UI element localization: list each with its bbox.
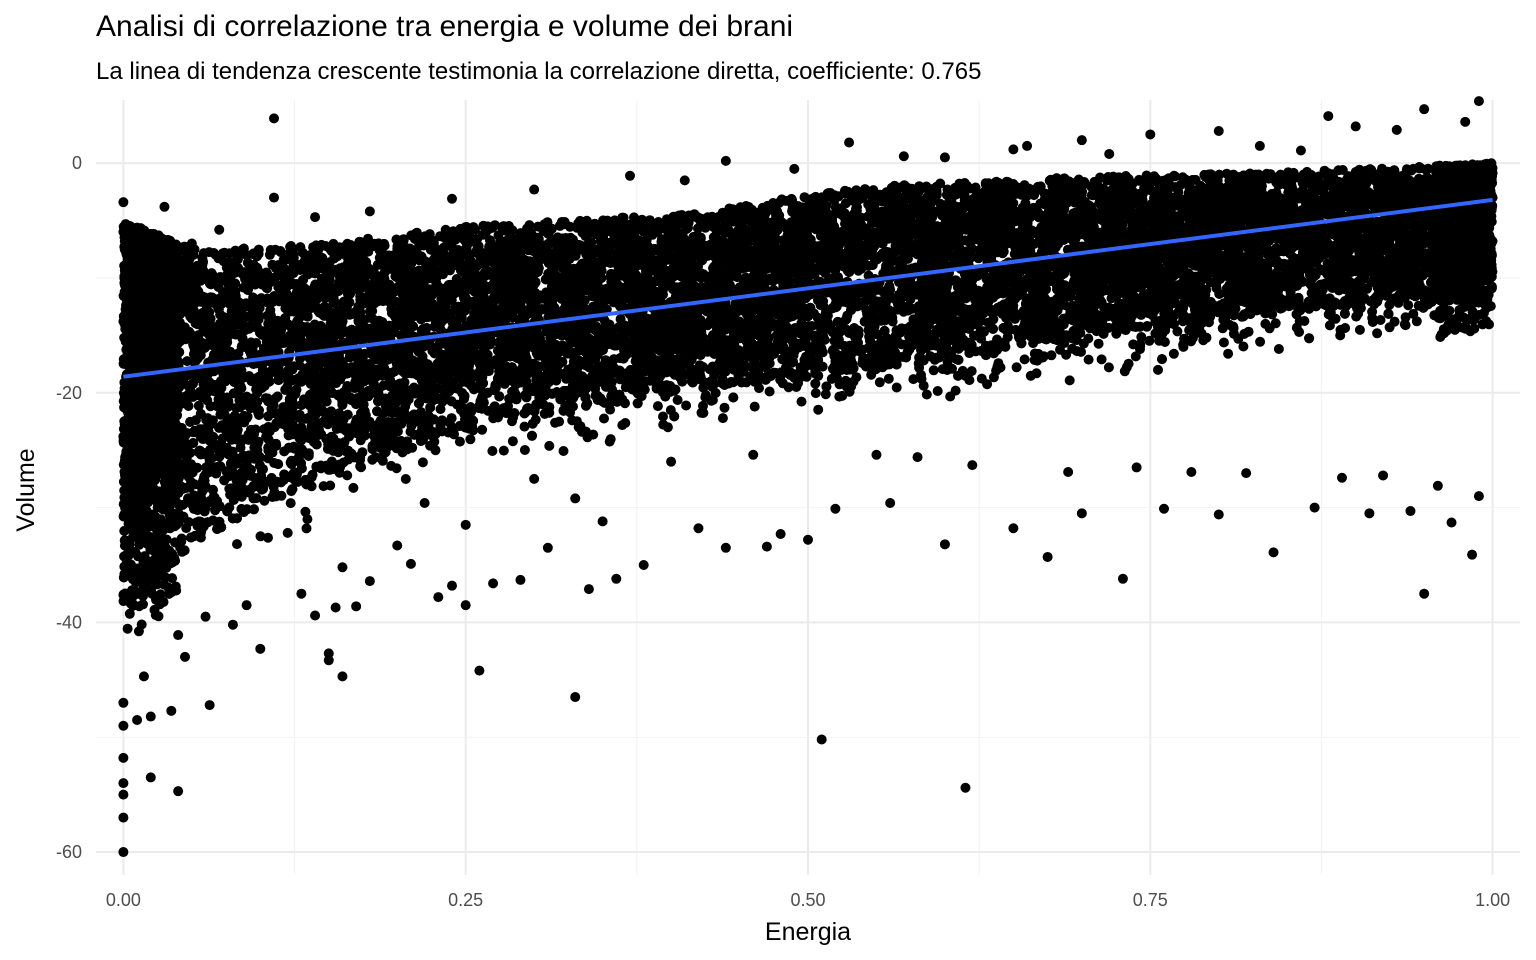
data-point xyxy=(1121,362,1132,373)
chart-title: Analisi di correlazione tra energia e vo… xyxy=(96,10,794,43)
data-point xyxy=(465,434,476,445)
data-points xyxy=(118,96,1498,858)
data-point xyxy=(928,365,939,376)
data-point xyxy=(477,424,488,435)
data-point xyxy=(544,440,555,451)
data-point xyxy=(599,413,609,424)
data-point xyxy=(658,411,668,422)
data-point xyxy=(976,373,987,384)
data-point xyxy=(487,446,498,456)
data-point xyxy=(1046,350,1057,361)
data-point xyxy=(1484,319,1494,330)
data-point xyxy=(605,404,616,415)
data-point xyxy=(263,532,273,543)
data-point xyxy=(348,482,359,493)
data-point xyxy=(1372,328,1383,339)
data-point xyxy=(285,498,296,509)
data-point xyxy=(1159,337,1170,347)
data-point xyxy=(1103,362,1114,373)
data-point xyxy=(764,386,775,397)
data-point xyxy=(1294,327,1305,337)
data-point xyxy=(1096,354,1107,365)
data-point xyxy=(1218,337,1229,348)
data-point xyxy=(558,446,569,456)
chart-subtitle: La linea di tendenza crescente testimoni… xyxy=(96,58,982,85)
data-point xyxy=(255,531,266,542)
data-point xyxy=(820,389,831,400)
data-point xyxy=(1136,332,1147,342)
data-point xyxy=(1011,362,1022,373)
data-point xyxy=(136,619,147,630)
data-point xyxy=(554,416,565,427)
data-point xyxy=(242,257,253,268)
data-point xyxy=(400,474,411,484)
data-point xyxy=(1019,354,1030,365)
data-point xyxy=(1238,341,1249,352)
data-point xyxy=(391,463,402,474)
data-point xyxy=(1294,316,1305,327)
data-point xyxy=(1025,370,1036,381)
data-point xyxy=(519,445,530,455)
data-point xyxy=(883,373,894,384)
data-point xyxy=(498,445,509,456)
data-point xyxy=(921,389,932,400)
data-point xyxy=(1273,344,1284,354)
data-point xyxy=(325,480,336,491)
data-point xyxy=(1083,354,1094,365)
data-point xyxy=(681,400,692,411)
